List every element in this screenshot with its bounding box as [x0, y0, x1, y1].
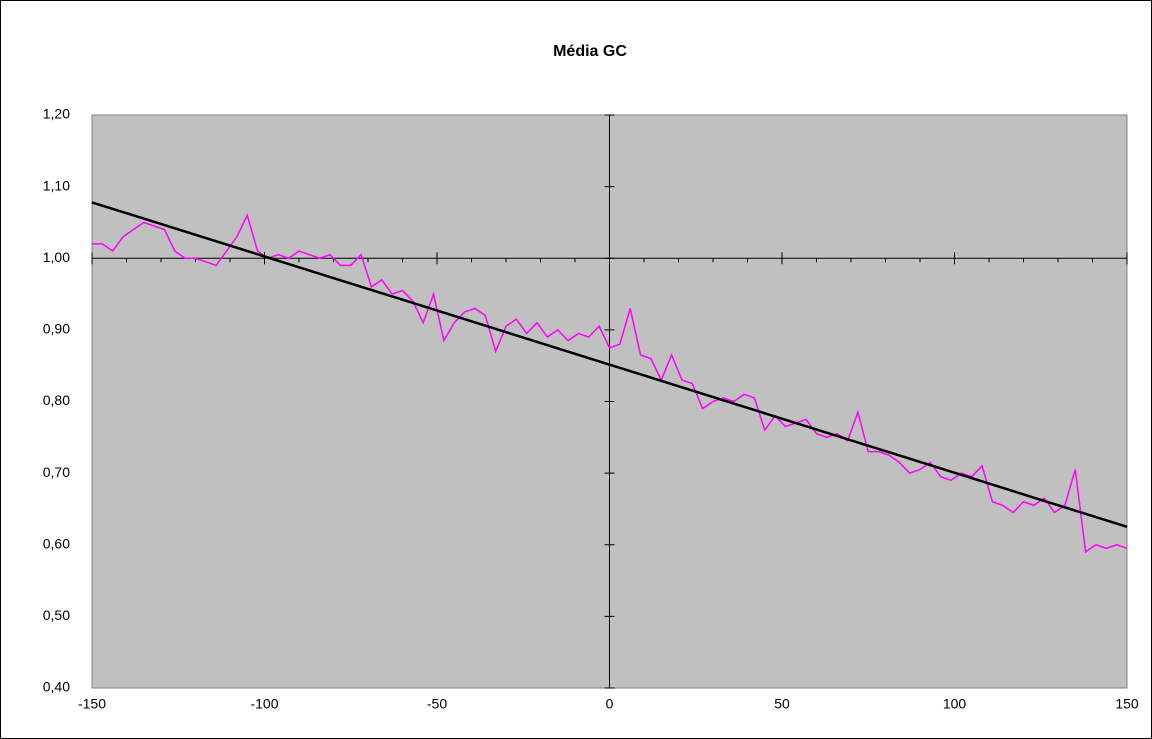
- x-tick-label: -150: [78, 696, 106, 712]
- x-tick-label: -50: [427, 696, 447, 712]
- y-tick-label: 0,60: [43, 535, 70, 551]
- x-tick-label: 0: [606, 696, 614, 712]
- y-tick-label: 0,90: [43, 321, 70, 337]
- x-tick-label: 100: [943, 696, 967, 712]
- y-tick-label: 1,10: [43, 177, 70, 193]
- y-tick-label: 1,20: [43, 106, 70, 122]
- y-tick-label: 0,70: [43, 464, 70, 480]
- chart-title: Média GC: [553, 43, 627, 60]
- y-tick-label: 0,80: [43, 392, 70, 408]
- y-tick-label: 1,00: [43, 249, 70, 265]
- data-line: [91, 201, 1128, 529]
- x-tick-label: 150: [1115, 696, 1139, 712]
- x-tick-label: -100: [250, 696, 278, 712]
- y-tick-label: 0,40: [43, 679, 70, 695]
- y-tick-label: 0,50: [43, 607, 70, 623]
- x-tick-label: 50: [774, 696, 790, 712]
